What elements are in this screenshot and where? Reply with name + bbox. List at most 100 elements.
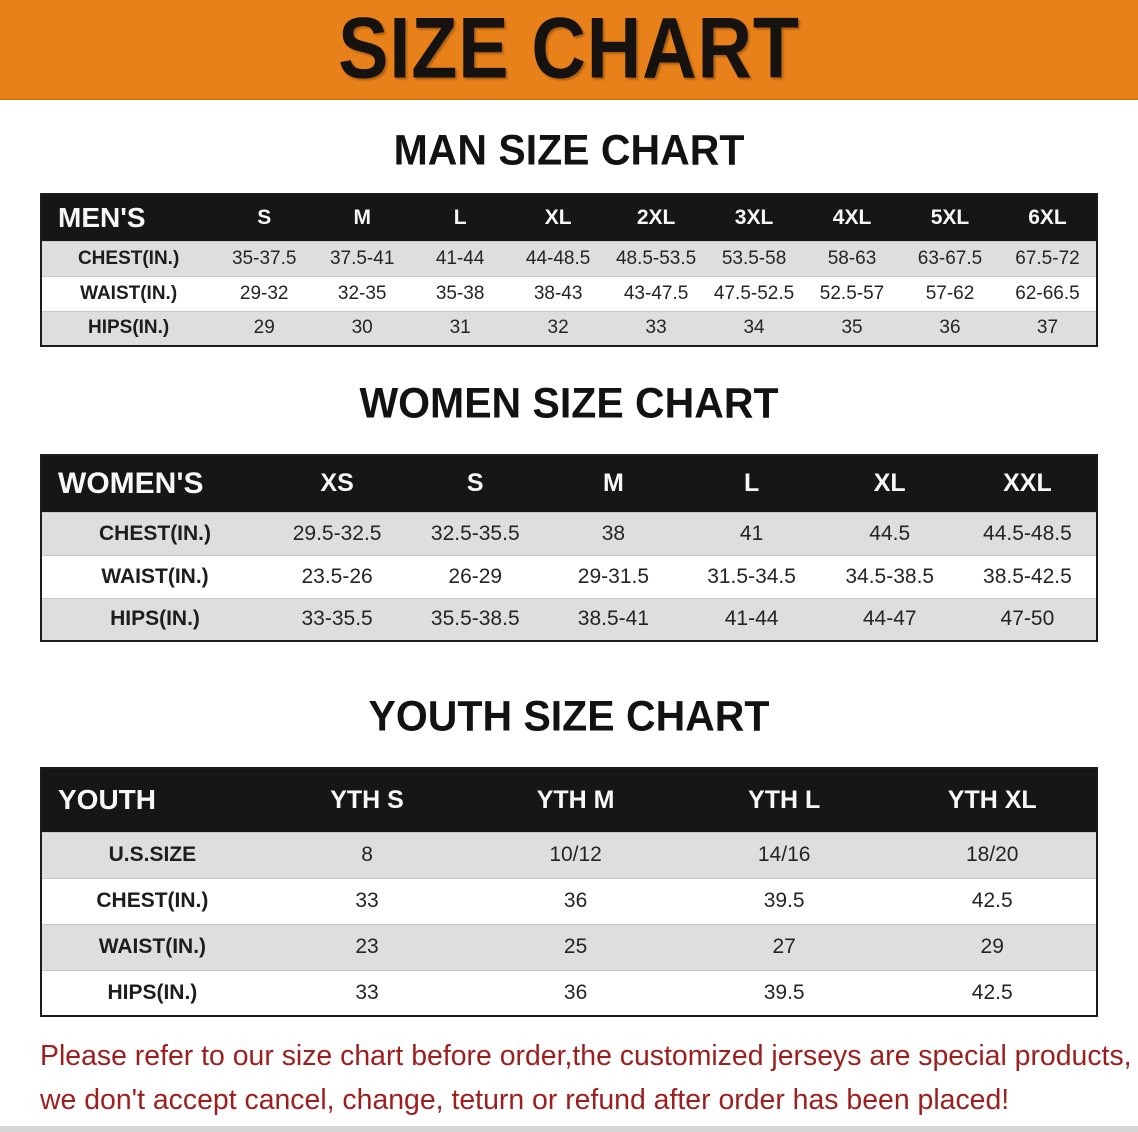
size-cell: 23.5-26 [301, 564, 373, 588]
size-cell: 29.5-32.5 [292, 521, 382, 545]
size-cell: 39.5 [763, 889, 805, 912]
size-cell: 38-43 [533, 282, 583, 304]
size-column-header: YTH S [330, 785, 404, 814]
size-column-header: YTH L [748, 785, 821, 814]
size-cell: 37.5-41 [329, 247, 395, 269]
size-cell: 10/12 [549, 843, 602, 866]
size-cell: 29-32 [239, 282, 289, 304]
size-cell: 29 [253, 317, 275, 339]
youth-table-header-row: YOUTH YTH S YTH M YTH L YTH XL [41, 768, 1097, 832]
size-cell: 35-37.5 [231, 247, 297, 269]
order-policy-note: Please refer to our size chart before or… [40, 1034, 1132, 1122]
size-cell: 42.5 [971, 980, 1013, 1004]
youth-size-table: YOUTH YTH S YTH M YTH L YTH XL U.S.SIZE … [40, 767, 1098, 1017]
size-chart-banner: SIZE CHART [0, 0, 1138, 100]
youth-section-heading: YOUTH SIZE CHART [368, 691, 770, 741]
size-column-header: XS [320, 469, 354, 498]
size-cell: 23 [355, 935, 379, 958]
size-column-header: M [603, 469, 624, 498]
size-cell: 29-31.5 [577, 564, 650, 588]
size-cell: 44-47 [862, 607, 917, 631]
row-label: U.S.SIZE [108, 843, 197, 866]
man-table-title: MEN'S [58, 201, 146, 233]
size-cell: 58-63 [827, 247, 877, 269]
size-cell: 44.5-48.5 [983, 521, 1072, 545]
size-cell: 44-48.5 [525, 247, 591, 269]
size-cell: 52.5-57 [819, 282, 885, 304]
table-row-chest: CHEST(IN.) 35-37.5 37.5-41 41-44 44-48.5… [41, 241, 1097, 276]
size-cell: 41-44 [724, 607, 779, 631]
size-cell: 27 [772, 935, 796, 958]
size-cell: 34 [743, 317, 765, 339]
size-column-header: S [466, 469, 484, 498]
row-label: CHEST(IN.) [99, 521, 212, 545]
table-row-chest: CHEST(IN.) 29.5-32.5 32.5-35.5 38 41 44.… [41, 512, 1097, 555]
size-cell: 42.5 [971, 889, 1013, 912]
row-label: HIPS(IN.) [107, 980, 198, 1004]
size-cell: 32-35 [337, 282, 387, 304]
row-label: WAIST(IN.) [80, 282, 178, 304]
page-title: SIZE CHART [338, 0, 800, 97]
size-cell: 30 [351, 317, 373, 339]
size-cell: 8 [361, 843, 373, 866]
table-row-hips: HIPS(IN.) 29 30 31 32 33 34 35 36 37 [41, 311, 1097, 346]
size-column-header: S [257, 205, 272, 229]
size-column-header: 5XL [930, 205, 970, 229]
size-cell: 32 [547, 317, 569, 339]
size-cell: 43-47.5 [623, 282, 689, 304]
note-line-2: we don't accept cancel, change, teturn o… [40, 1084, 1010, 1116]
size-column-header: XL [544, 205, 572, 229]
row-label: WAIST(IN.) [101, 564, 209, 588]
table-row-waist: WAIST(IN.) 23.5-26 26-29 29-31.5 31.5-34… [41, 555, 1097, 598]
size-cell: 47.5-52.5 [713, 282, 795, 304]
size-cell: 39.5 [763, 980, 805, 1004]
table-row-waist: WAIST(IN.) 23 25 27 29 [41, 924, 1097, 970]
women-section-heading: WOMEN SIZE CHART [359, 378, 779, 428]
size-cell: 18/20 [965, 843, 1019, 866]
table-row-chest: CHEST(IN.) 33 36 39.5 42.5 [41, 878, 1097, 924]
size-cell: 38.5-42.5 [983, 564, 1072, 588]
row-label: CHEST(IN.) [77, 247, 180, 269]
table-row-hips: HIPS(IN.) 33 36 39.5 42.5 [41, 970, 1097, 1016]
size-column-header: XXL [1003, 469, 1052, 498]
size-cell: 63-67.5 [917, 247, 983, 269]
size-cell: 47-50 [1000, 607, 1055, 631]
size-cell: 29 [980, 935, 1004, 958]
man-table-header-row: MEN'S S M L XL 2XL 3XL 4XL 5XL 6XL [41, 194, 1097, 241]
size-cell: 32.5-35.5 [430, 521, 520, 545]
table-row-waist: WAIST(IN.) 29-32 32-35 35-38 38-43 43-47… [41, 276, 1097, 311]
size-cell: 53.5-58 [721, 247, 787, 269]
table-row-us-size: U.S.SIZE 8 10/12 14/16 18/20 [41, 832, 1097, 878]
size-cell: 44.5 [869, 521, 911, 545]
size-cell: 33 [645, 317, 667, 339]
row-label: CHEST(IN.) [96, 889, 209, 912]
size-cell: 48.5-53.5 [615, 247, 697, 269]
women-table-header-row: WOMEN'S XS S M L XL XXL [41, 455, 1097, 512]
size-column-header: M [353, 205, 371, 229]
size-column-header: L [453, 205, 467, 229]
size-cell: 33-35.5 [301, 607, 373, 631]
table-row-hips: HIPS(IN.) 33-35.5 35.5-38.5 38.5-41 41-4… [41, 598, 1097, 641]
size-cell: 41-44 [435, 247, 485, 269]
size-cell: 35 [841, 317, 863, 339]
size-cell: 36 [939, 317, 961, 339]
row-label: HIPS(IN.) [110, 607, 200, 631]
row-label: HIPS(IN.) [87, 317, 170, 339]
size-cell: 14/16 [757, 843, 811, 866]
size-column-header: XL [873, 469, 906, 498]
bottom-edge-strip [0, 1126, 1138, 1132]
size-cell: 38 [601, 521, 626, 545]
women-size-table: WOMEN'S XS S M L XL XXL CHEST(IN.) 29.5-… [40, 454, 1098, 642]
size-cell: 37 [1036, 317, 1059, 339]
row-label: WAIST(IN.) [98, 935, 207, 958]
size-cell: 35-38 [435, 282, 485, 304]
size-column-header: 6XL [1028, 205, 1067, 229]
note-line-1: Please refer to our size chart before or… [40, 1040, 1132, 1072]
size-cell: 57-62 [925, 282, 975, 304]
size-cell: 38.5-41 [577, 607, 650, 631]
size-cell: 26-29 [448, 564, 503, 588]
size-cell: 36 [563, 889, 588, 912]
size-column-header: 2XL [636, 205, 676, 229]
size-cell: 33 [355, 889, 379, 912]
women-table-title: WOMEN'S [58, 466, 204, 500]
